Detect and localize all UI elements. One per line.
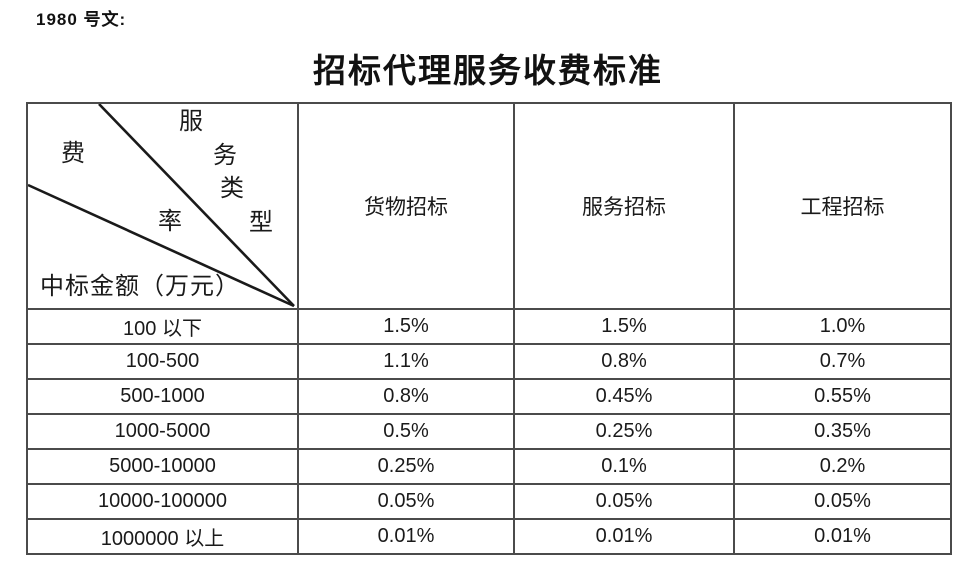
column-header-goods: 货物招标: [297, 102, 515, 310]
amount-range-cell: 10000-100000: [26, 483, 299, 520]
corner-rate-char: 率: [158, 209, 182, 235]
rate-cell: 1.0%: [733, 308, 952, 345]
amount-range-cell: 1000-5000: [26, 413, 299, 450]
rate-cell: 0.45%: [513, 378, 735, 415]
rate-cell: 1.5%: [513, 308, 735, 345]
rate-cell: 0.25%: [297, 448, 515, 485]
page-title: 招标代理服务收费标准: [313, 54, 663, 90]
table-row: 100 以下 1.5% 1.5% 1.0%: [26, 308, 952, 345]
rate-cell: 0.7%: [733, 343, 952, 380]
table-row: 10000-100000 0.05% 0.05% 0.05%: [26, 483, 952, 520]
rate-cell: 0.2%: [733, 448, 952, 485]
rate-cell: 0.01%: [513, 518, 735, 555]
rate-cell: 0.05%: [513, 483, 735, 520]
rate-cell: 0.05%: [297, 483, 515, 520]
corner-service-char: 类: [220, 176, 244, 202]
amount-range-cell: 100 以下: [26, 308, 299, 345]
rate-cell: 0.01%: [733, 518, 952, 555]
table-row: 500-1000 0.8% 0.45% 0.55%: [26, 378, 952, 415]
rate-cell: 0.5%: [297, 413, 515, 450]
corner-service-char: 务: [213, 143, 237, 169]
header-row: 费 率 服 务 类 型 中标金额（万元） 货物招标 服务招标 工程招标: [26, 102, 952, 310]
column-header-engineering: 工程招标: [733, 102, 952, 310]
amount-range-cell: 1000000 以上: [26, 518, 299, 555]
rate-cell: 0.1%: [513, 448, 735, 485]
fee-table: 费 率 服 务 类 型 中标金额（万元） 货物招标 服务招标 工程招标 100 …: [26, 102, 952, 555]
rate-cell: 1.1%: [297, 343, 515, 380]
doc-number-label: 1980 号文:: [36, 10, 127, 29]
rate-cell: 0.8%: [297, 378, 515, 415]
table-row: 1000000 以上 0.01% 0.01% 0.01%: [26, 518, 952, 555]
rate-cell: 0.8%: [513, 343, 735, 380]
column-header-services: 服务招标: [513, 102, 735, 310]
corner-fee-char: 费: [61, 141, 85, 167]
rate-cell: 0.35%: [733, 413, 952, 450]
rate-cell: 1.5%: [297, 308, 515, 345]
corner-service-char: 服: [179, 109, 203, 135]
rate-cell: 0.01%: [297, 518, 515, 555]
table-row: 1000-5000 0.5% 0.25% 0.35%: [26, 413, 952, 450]
corner-service-char: 型: [249, 210, 273, 236]
rate-cell: 0.25%: [513, 413, 735, 450]
amount-range-cell: 5000-10000: [26, 448, 299, 485]
table-row: 100-500 1.1% 0.8% 0.7%: [26, 343, 952, 380]
fee-standard-table: 费 率 服 务 类 型 中标金额（万元） 货物招标 服务招标 工程招标 100 …: [26, 102, 952, 555]
rate-cell: 0.05%: [733, 483, 952, 520]
rate-cell: 0.55%: [733, 378, 952, 415]
diagonal-corner-cell: 费 率 服 务 类 型 中标金额（万元）: [26, 102, 299, 310]
amount-range-cell: 500-1000: [26, 378, 299, 415]
diagonal-lines: [28, 104, 295, 308]
table-row: 5000-10000 0.25% 0.1% 0.2%: [26, 448, 952, 485]
amount-range-cell: 100-500: [26, 343, 299, 380]
amount-axis-label: 中标金额（万元）: [40, 274, 240, 300]
